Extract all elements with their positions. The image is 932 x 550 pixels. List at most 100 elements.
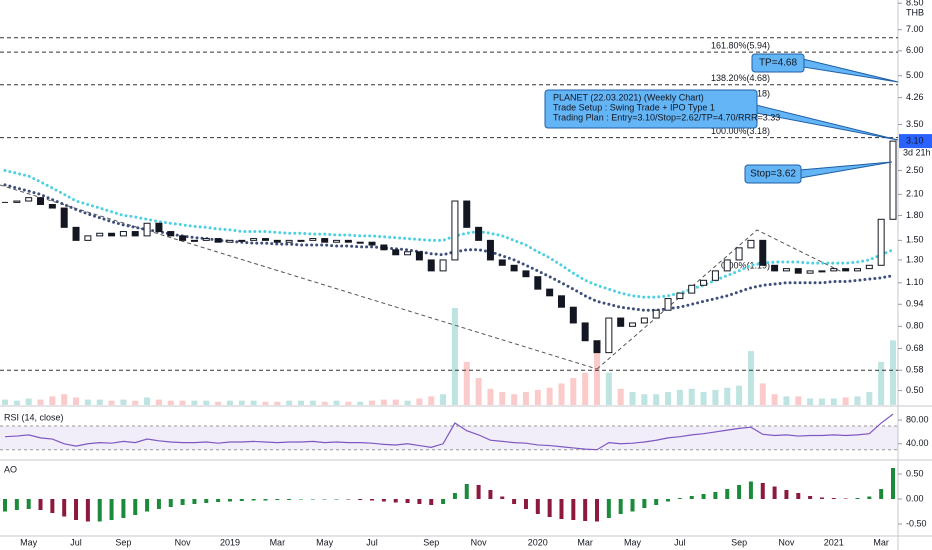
callout-pointer	[799, 161, 893, 179]
ao-bar	[393, 499, 398, 503]
candle	[889, 140, 897, 220]
candle	[451, 200, 459, 261]
level-label: 161.80%(5.94)	[711, 41, 770, 51]
volume-bar	[144, 397, 151, 405]
ao-bar	[275, 499, 280, 500]
ma-band	[3, 169, 895, 299]
callout-pointer	[802, 58, 899, 83]
volume-bar	[830, 398, 837, 405]
candle	[593, 340, 601, 354]
volume-bar	[191, 400, 198, 405]
volume-bar	[546, 387, 553, 405]
y-tick-label: 4.26	[906, 92, 924, 102]
y-tick-label: 80.00	[906, 414, 929, 424]
volume-bar	[712, 389, 719, 405]
volume-bar	[179, 400, 186, 405]
volume-bar	[321, 401, 328, 405]
candle	[13, 200, 21, 203]
volume-bar	[605, 372, 612, 405]
x-tick-label: Sep	[423, 537, 439, 547]
ao-bar	[867, 496, 872, 499]
volume-bar	[499, 392, 506, 405]
ao-bar	[3, 499, 7, 512]
volume-bar	[665, 392, 672, 405]
candle	[25, 197, 33, 202]
ao-bar	[180, 499, 185, 505]
volume-bar	[653, 394, 660, 405]
volume-bar	[392, 399, 399, 405]
candle	[853, 268, 861, 272]
ao-bar	[571, 499, 576, 520]
ao-bar	[748, 481, 753, 499]
ao-bar	[772, 486, 777, 499]
price-label: 3.10	[906, 135, 924, 145]
y-tick-label: 0.00	[906, 493, 924, 503]
candle	[747, 239, 755, 249]
ao-bar	[689, 496, 694, 499]
trend-line	[596, 229, 843, 370]
candle	[202, 238, 210, 241]
ao-bar	[251, 499, 256, 501]
ao-bar	[133, 499, 138, 515]
volume-bar	[700, 392, 707, 405]
ao-bar	[381, 499, 386, 502]
volume-bar	[108, 400, 115, 405]
x-tick-label: Mar	[577, 537, 593, 547]
candle	[321, 238, 329, 243]
candle	[794, 268, 802, 274]
ao-bar	[796, 493, 801, 499]
candle	[830, 268, 838, 272]
y-tick-label: 40.00	[906, 438, 929, 448]
candle	[261, 238, 269, 241]
ao-bar	[429, 499, 434, 505]
pane-title: AO	[4, 464, 17, 474]
volume-bar	[380, 399, 387, 405]
volume-bar	[96, 399, 103, 405]
level-label: 0.00%(1.19)	[721, 260, 770, 270]
candle	[522, 270, 530, 278]
ao-bar	[192, 499, 197, 504]
x-tick-label: 2020	[528, 537, 548, 547]
pane-title: RSI (14, close)	[4, 412, 64, 422]
candle	[392, 249, 400, 256]
volume-bar	[155, 399, 162, 405]
ao-bar	[38, 499, 43, 510]
x-tick-label: May	[624, 537, 642, 547]
ao-bar	[855, 498, 860, 499]
candle	[557, 295, 565, 308]
volume-bar	[369, 400, 376, 405]
volume-bar	[262, 401, 269, 405]
ao-bar	[819, 497, 824, 499]
ao-bar	[512, 499, 517, 504]
y-tick-label: 5.00	[906, 70, 924, 80]
level-label: 138.20%(4.68)	[711, 73, 770, 83]
volume-bar	[298, 400, 304, 405]
ao-bar	[441, 499, 446, 504]
volume-bar	[120, 399, 127, 405]
ao-bar	[322, 499, 327, 500]
volume-bar	[534, 389, 541, 405]
volume-bar	[167, 400, 174, 405]
candle	[37, 197, 45, 205]
rsi-line	[4, 413, 894, 451]
level-label: 100.00%(3.18)	[711, 126, 770, 136]
candle	[688, 284, 696, 294]
ao-bar	[760, 483, 765, 499]
y-tick-label: 0.50	[906, 468, 924, 478]
candle	[475, 226, 483, 241]
candle	[865, 264, 873, 270]
x-tick-label: May	[316, 537, 334, 547]
ao-bar	[666, 499, 671, 502]
ao-bar	[26, 499, 31, 509]
candle	[250, 238, 258, 241]
volume-bar	[641, 394, 648, 405]
ma-band	[3, 183, 895, 312]
candle	[297, 239, 305, 242]
volume-bar	[771, 394, 778, 405]
volume-bar	[73, 397, 80, 405]
candle	[190, 239, 198, 242]
ao-bar	[334, 499, 339, 500]
volume-bar	[451, 308, 458, 405]
callout-text: Trading Plan : Entry=3.10/Stop=2.62/TP=4…	[553, 112, 780, 122]
candle	[877, 218, 885, 266]
